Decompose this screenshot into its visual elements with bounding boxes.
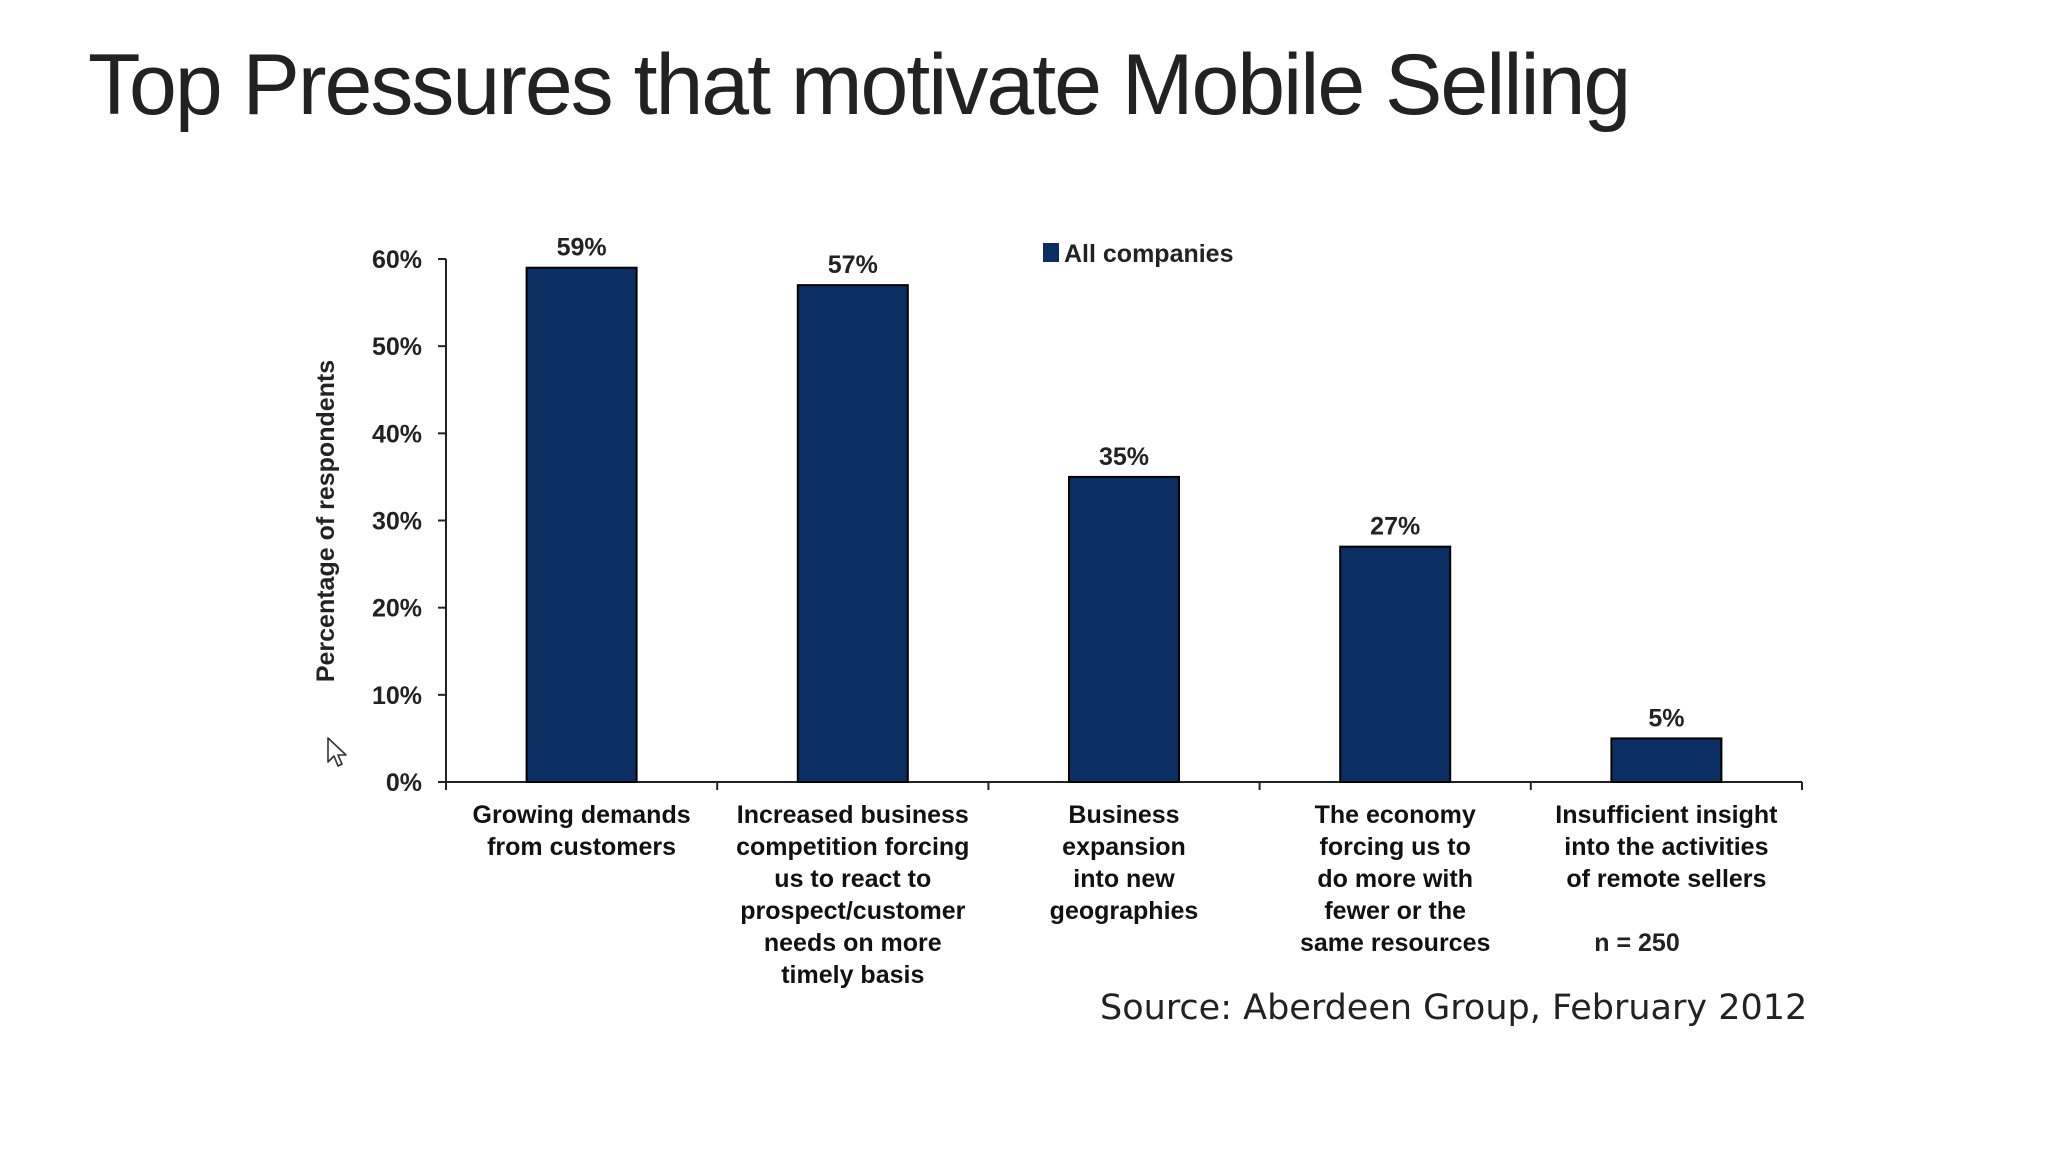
y-tick-label: 50% [372,333,422,361]
bars [525,266,1723,784]
bar-value-label: 5% [1648,704,1684,732]
legend-label: All companies [1064,240,1234,268]
value-labels: 59% 57% 35% 27% 5% [557,234,1685,733]
bar [1339,545,1452,784]
category-labels: Growing demands from customers Increased b… [473,801,1779,989]
bar-value-label: 27% [1370,513,1420,541]
legend-swatch [1043,243,1059,262]
bar [525,266,638,783]
x-category-label: The economy forcing us to do more with fewe… [1300,801,1490,957]
bar [1068,475,1180,783]
y-tick-label: 10% [372,682,422,710]
x-category-label: Insufficient insight into the activities o… [1555,801,1778,893]
x-category-label: Growing demands from customers [473,801,691,861]
x-category-label: Business expansion into new geographies [1050,801,1199,925]
y-tick-label: 60% [372,246,422,274]
y-axis-title: Percentage of respondents [312,360,340,682]
legend: All companies [1043,240,1234,268]
slide-title: Top Pressures that motivate Mobile Selli… [88,37,1631,133]
y-tick-label: 30% [372,508,422,536]
bar-value-label: 35% [1099,443,1149,471]
y-tick-label: 20% [372,595,422,623]
y-tick-label: 0% [386,769,422,797]
sample-size-note: n = 250 [1594,929,1679,957]
bar-value-label: 57% [828,251,878,279]
x-category-label: Increased business competition forcing us … [736,801,969,989]
mouse-cursor-icon [327,737,347,767]
bar [1610,737,1723,784]
source-citation: Source: Aberdeen Group, February 2012 [1100,988,1808,1028]
y-tick-label: 40% [372,420,422,448]
bar [796,284,909,783]
bar-value-label: 59% [557,234,607,262]
